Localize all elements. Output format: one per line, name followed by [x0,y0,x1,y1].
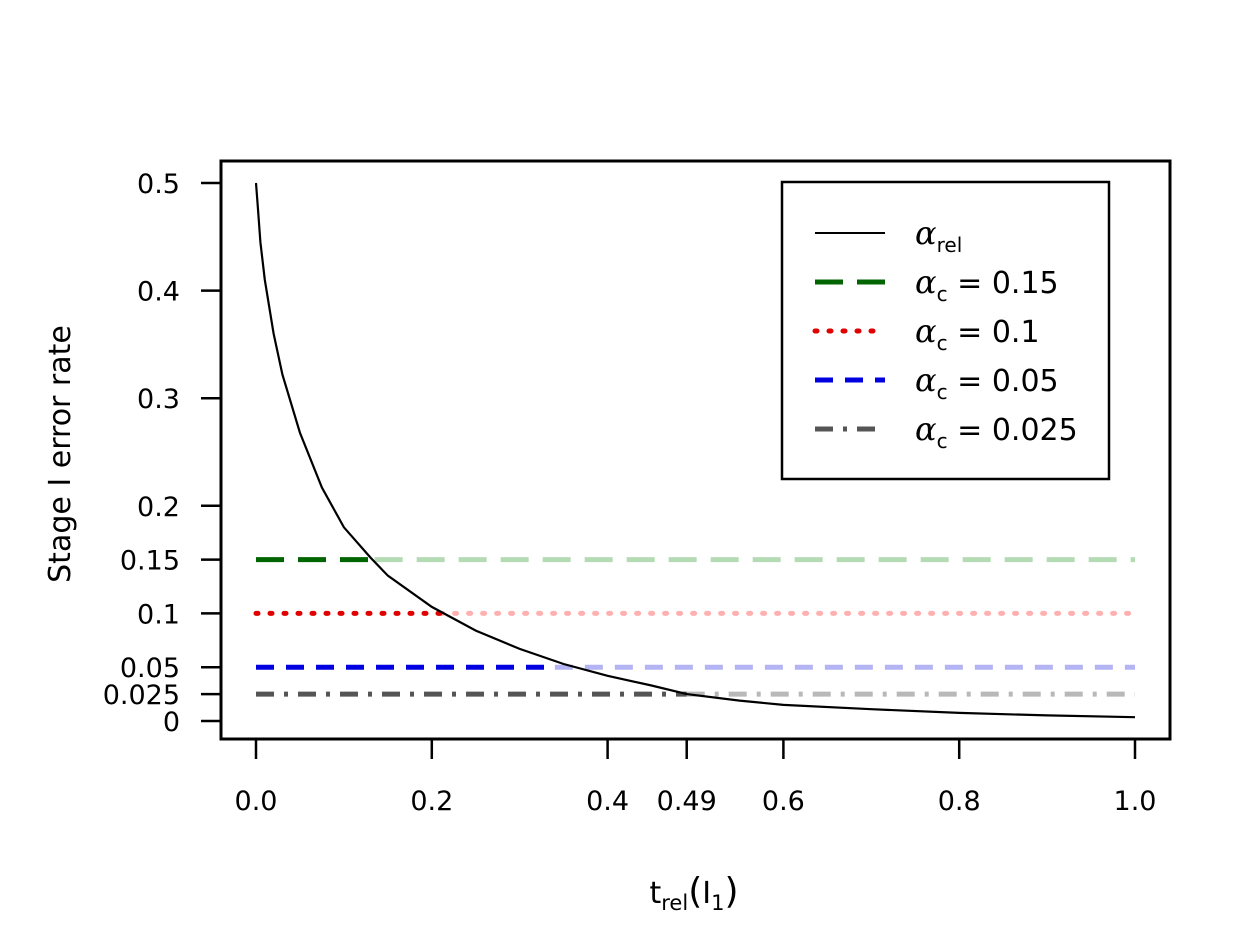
legend: αrel αc = 0.15 αc = 0.1 αc = 0.05 αc = 0.025 [780,180,1111,481]
y-tick-label: 0.1 [137,599,180,630]
legend-label-0: αrel [915,214,962,257]
y-tick-label: 0.4 [137,277,180,308]
x-tick-label: 0.2 [410,786,453,817]
y-tick-label: 0.3 [137,384,180,415]
y-axis-title: Stage I error rate [43,325,78,583]
legend-label-3: αc = 0.05 [915,361,1059,404]
y-tick-label: 0.5 [137,169,180,200]
x-tick-label: 1.0 [1114,786,1157,817]
y-tick-label: 0.025 [103,680,180,711]
x-axis: 0.0 0.2 0.4 0.49 0.6 0.8 1.0 [235,737,1157,817]
x-tick-label: 0.49 [657,786,717,817]
y-tick-label: 0 [163,707,180,738]
legend-box [780,180,1111,481]
x-tick-label: 0.6 [762,786,805,817]
curve-layer [254,182,1136,719]
y-tick-label: 0.15 [120,546,180,577]
x-tick-label: 0.0 [235,786,278,817]
legend-label-4: αc = 0.025 [915,410,1078,453]
series-layer [253,557,1138,697]
legend-label-1: αc = 0.15 [915,263,1059,306]
x-axis-title: trel(I1) [649,871,738,915]
x-tick-label: 0.8 [938,786,981,817]
legend-label-2: αc = 0.1 [915,312,1040,355]
y-tick-label: 0.05 [120,653,180,684]
x-tick-label: 0.4 [586,786,629,817]
alpha-rel-curve [254,182,1136,719]
y-tick-label: 0.2 [137,492,180,523]
